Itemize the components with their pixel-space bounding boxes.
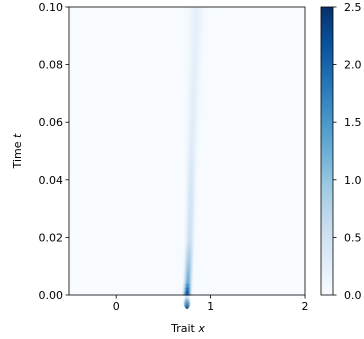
- ridge-band: [182, 211, 199, 216]
- ridge-band: [182, 235, 197, 240]
- ridge-band: [181, 87, 206, 92]
- y-tick-label: 0.02: [39, 231, 64, 244]
- x-axis-label: Trait x: [170, 322, 205, 335]
- ridge-band: [181, 75, 207, 80]
- ridge-band: [182, 47, 209, 52]
- plot-frame: [68, 6, 306, 296]
- x-tick-label: 0: [113, 300, 120, 313]
- ridge-band: [182, 167, 201, 172]
- ridge-band: [182, 59, 208, 64]
- ridge-band: [182, 67, 207, 72]
- ridge-band: [182, 239, 197, 244]
- ridge-band: [181, 139, 203, 144]
- colorbar-tick-label: 2.0: [344, 59, 362, 72]
- ridge-band: [182, 11, 211, 16]
- ridge-band: [181, 115, 204, 120]
- x-tick-label: 1: [207, 300, 214, 313]
- ridge-band: [181, 159, 202, 164]
- ridge-band: [182, 267, 195, 272]
- y-tick-label: 0.10: [39, 1, 64, 14]
- ridge-band: [182, 243, 197, 248]
- ridge-band: [181, 83, 206, 88]
- y-tick-label: 0.06: [39, 116, 64, 129]
- x-tick-label: 2: [302, 300, 309, 313]
- ridge-band: [182, 15, 211, 20]
- density-ridge: [181, 7, 211, 296]
- ridge-band: [182, 39, 209, 44]
- ridge-band: [182, 195, 200, 200]
- ridge-band: [181, 95, 206, 100]
- colorbar-gradient: [321, 7, 333, 295]
- ridge-band: [181, 107, 205, 112]
- ridge-band: [182, 271, 195, 276]
- ridge-band: [181, 155, 202, 160]
- ridge-band: [181, 111, 204, 116]
- ridge-band: [181, 135, 203, 140]
- ridge-band: [182, 31, 210, 36]
- ridge-band: [182, 227, 198, 232]
- ridge-band: [182, 63, 208, 68]
- ridge-band: [181, 123, 204, 128]
- ridge-band: [182, 171, 201, 176]
- y-tick-label: 0.00: [39, 289, 64, 302]
- ridge-band: [181, 99, 205, 104]
- ridge-band: [182, 247, 197, 252]
- colorbar-tick-label: 2.5: [344, 1, 362, 14]
- ridge-band: [182, 223, 198, 228]
- ridge-band: [182, 263, 195, 268]
- ridge-band: [182, 187, 200, 192]
- colorbar-tick-label: 1.5: [344, 116, 362, 129]
- ridge-band: [181, 127, 203, 132]
- ridge-band: [182, 275, 194, 280]
- y-tick-label: 0.08: [39, 59, 64, 72]
- ridge-band: [182, 199, 199, 204]
- ridge-band: [182, 259, 196, 264]
- ridge-band: [182, 35, 209, 40]
- density-peak: [182, 277, 192, 309]
- ridge-band: [182, 231, 198, 236]
- ridge-band: [182, 207, 199, 212]
- ridge-band: [182, 219, 198, 224]
- ridge-band: [182, 163, 201, 168]
- y-tick-label: 0.04: [39, 174, 64, 187]
- ridge-band: [182, 175, 201, 180]
- ridge-band: [182, 27, 210, 32]
- ridge-band: [182, 23, 210, 28]
- colorbar-tick-label: 1.0: [344, 174, 362, 187]
- ridge-band: [181, 119, 204, 124]
- ridge-band: [182, 255, 196, 260]
- ridge-band: [182, 251, 196, 256]
- ridge-band: [181, 103, 205, 108]
- ridge-band: [182, 203, 199, 208]
- ridge-band: [182, 191, 200, 196]
- colorbar-frame: [320, 6, 334, 296]
- ridge-band: [181, 79, 207, 84]
- plot-area: [69, 7, 305, 309]
- ridge-band: [182, 179, 200, 184]
- ridge-band: [182, 19, 210, 24]
- ridge-band: [181, 151, 202, 156]
- ridge-band: [182, 55, 208, 60]
- ridge-band: [182, 7, 211, 12]
- ridge-band: [181, 131, 203, 136]
- y-axis-label: Time t: [11, 133, 24, 169]
- ridge-band: [182, 51, 208, 56]
- colorbar-tick-label: 0.5: [344, 231, 362, 244]
- ridge-band: [182, 215, 199, 220]
- colorbar-tick-label: 0.0: [344, 289, 362, 302]
- ridge-band: [181, 143, 202, 148]
- ridge-band: [182, 183, 200, 188]
- ridge-band: [182, 71, 207, 76]
- axes: 0 1 2 0.00 0.02 0.04 0.06 0.08 0.10: [39, 1, 309, 313]
- ridge-band: [182, 43, 209, 48]
- ridge-band: [181, 147, 202, 152]
- ridge-band: [181, 91, 206, 96]
- colorbar: 0.0 0.5 1.0 1.5 2.0 2.5: [320, 1, 362, 302]
